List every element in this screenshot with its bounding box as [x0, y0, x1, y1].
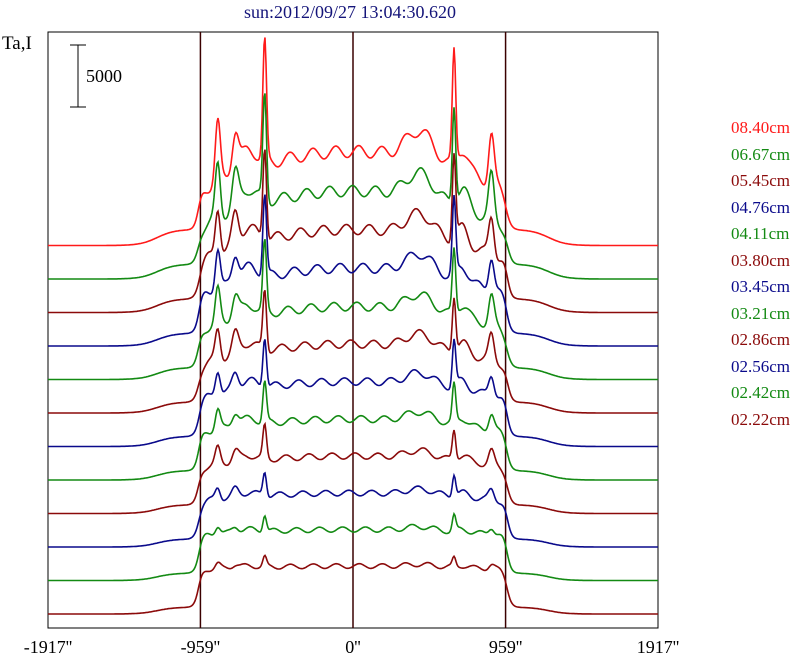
legend-entry: 06.67cm — [731, 144, 791, 164]
series-line-02.86cm — [48, 421, 658, 515]
legend-entry: 02.86cm — [731, 330, 791, 349]
legend-entry: 03.21cm — [731, 303, 791, 323]
legend-entry: 04.11cm — [731, 224, 790, 243]
series-line-04.11cm — [48, 239, 658, 381]
x-tick-label: -959'' — [180, 637, 221, 657]
legend-entry: 03.45cm — [731, 277, 791, 296]
y-axis-label: Ta,I — [2, 33, 32, 54]
series-line-02.42cm — [48, 511, 658, 582]
chart-title: sun:2012/09/27 13:04:30.620 — [243, 2, 456, 22]
legend-entry: 02.42cm — [731, 383, 791, 402]
series-line-05.45cm — [48, 149, 658, 314]
x-tick-label: 959'' — [488, 637, 523, 657]
legend-entry: 02.56cm — [731, 356, 791, 376]
series-line-06.67cm — [48, 93, 658, 280]
legend-entry: 04.76cm — [731, 197, 791, 217]
series-line-03.80cm — [48, 289, 658, 414]
scale-bar-label: 5000 — [86, 66, 122, 86]
legend-entry: 03.80cm — [731, 250, 791, 270]
series-line-03.21cm — [48, 380, 658, 481]
x-tick-label: 0'' — [345, 637, 361, 657]
legend-entry: 02.22cm — [731, 409, 791, 429]
series-line-08.40cm — [48, 37, 658, 247]
series-line-03.45cm — [48, 338, 658, 448]
scale-bar — [70, 44, 86, 108]
x-tick-label: -1917'' — [23, 637, 73, 657]
series-line-02.22cm — [48, 554, 658, 615]
x-tick-label: 1917'' — [636, 637, 680, 657]
series-line-04.76cm — [48, 194, 658, 347]
legend-entry: 08.40cm — [731, 118, 791, 137]
legend-entry: 05.45cm — [731, 171, 791, 190]
series-line-02.56cm — [48, 471, 658, 548]
